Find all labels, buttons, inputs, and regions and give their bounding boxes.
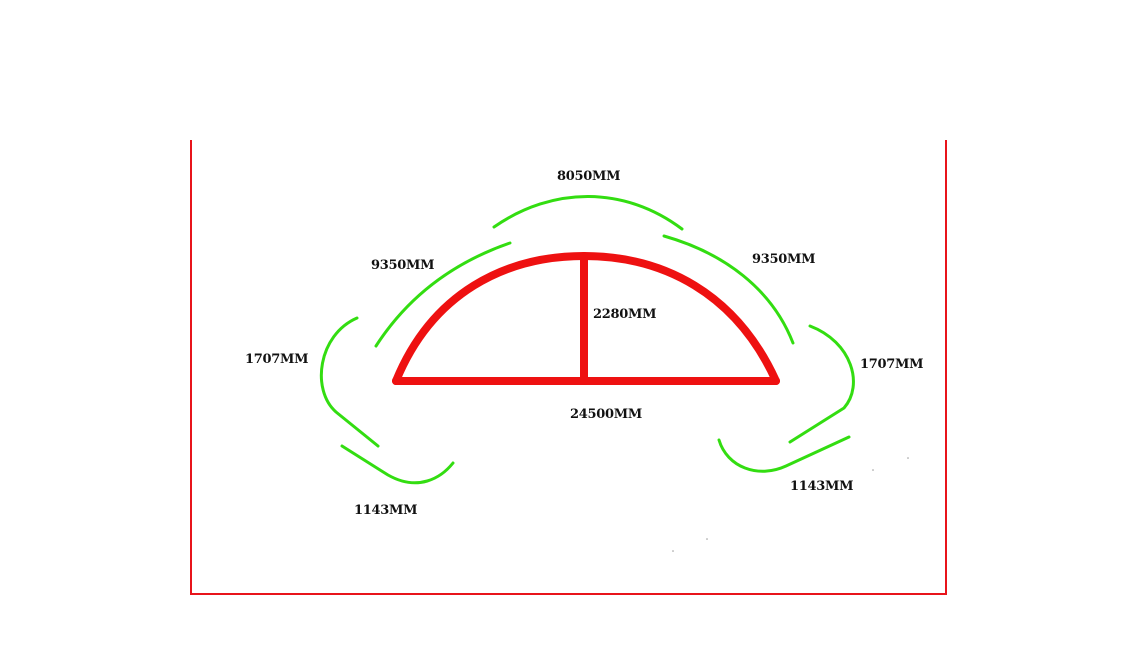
label-left-bottom-segment: 1143MM <box>354 503 417 518</box>
segment-right-bottom-arc <box>717 435 851 473</box>
stray-dot <box>672 550 674 552</box>
label-left-side-segment: 1707MM <box>245 352 308 367</box>
stray-dot <box>706 538 708 540</box>
segment-upper-left-arc <box>374 241 512 348</box>
segment-right-side-arc <box>788 324 855 444</box>
stray-dot <box>907 457 909 459</box>
stray-dot <box>872 469 874 471</box>
segment-left-side-arc <box>319 316 380 448</box>
segment-upper-right-arc <box>662 234 795 345</box>
label-height: 2280MM <box>593 307 656 322</box>
label-right-bottom-segment: 1143MM <box>790 479 853 494</box>
label-upper-right-segment: 9350MM <box>752 252 815 267</box>
label-upper-left-segment: 9350MM <box>371 258 434 273</box>
frame-outline <box>190 140 947 595</box>
label-span: 24500MM <box>570 407 642 422</box>
label-top-segment: 8050MM <box>557 169 620 184</box>
segment-left-bottom-arc <box>340 444 455 485</box>
label-right-side-segment: 1707MM <box>860 357 923 372</box>
segment-top-arc <box>492 195 684 231</box>
